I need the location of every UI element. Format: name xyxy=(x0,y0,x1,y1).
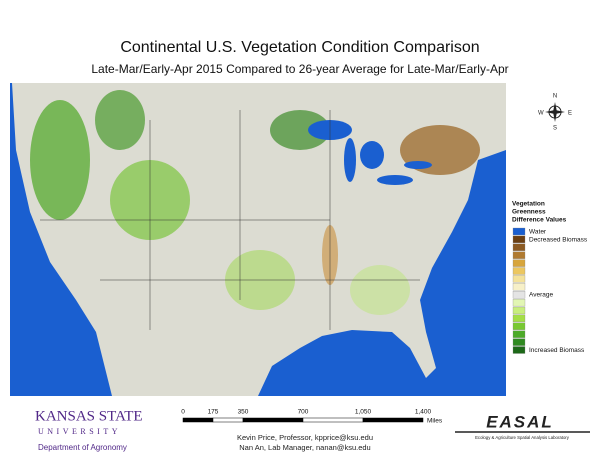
map xyxy=(10,83,506,396)
scale-segment xyxy=(242,417,304,423)
credit: Nan An, Lab Manager, nanan@ksu.edu xyxy=(239,443,370,452)
scale-label: 700 xyxy=(298,409,309,416)
easal-name: EASAL xyxy=(486,412,554,431)
legend-label: Decreased Biomass xyxy=(529,236,588,243)
compass: N S E W xyxy=(538,94,572,132)
legend-swatch xyxy=(512,283,526,291)
legend-swatch xyxy=(512,306,526,315)
scale-segment xyxy=(362,417,424,423)
legend-swatch xyxy=(512,298,526,307)
legend-swatch xyxy=(512,322,526,330)
logo-university: UNIVERSITY xyxy=(38,427,121,436)
legend-title: Greenness xyxy=(512,209,546,216)
legend-swatch xyxy=(512,275,526,283)
compass-east: E xyxy=(568,111,572,117)
legend-swatch xyxy=(512,267,526,275)
scale-segment xyxy=(302,417,364,423)
legend-title: Difference Values xyxy=(512,217,567,224)
compass-north: N xyxy=(553,94,557,100)
logo: KANSAS STATE UNIVERSITY Department of Ag… xyxy=(35,408,143,452)
scale-segment xyxy=(182,417,214,423)
legend-label: Average xyxy=(529,292,553,299)
legend-swatch xyxy=(512,243,526,251)
scale-label: 350 xyxy=(238,409,249,416)
legend-swatch xyxy=(512,338,526,346)
legend-label: Water xyxy=(529,229,547,236)
compass-west: W xyxy=(538,111,544,117)
legend-swatch xyxy=(512,227,526,236)
title: Continental U.S. Vegetation Condition Co… xyxy=(120,39,479,56)
legend-title: Vegetation xyxy=(512,201,545,208)
legend-swatch xyxy=(512,346,526,354)
scale-label: 1,050 xyxy=(355,409,372,416)
scale-unit: Miles xyxy=(427,418,443,425)
logo-name: KANSAS STATE xyxy=(35,408,143,424)
scale-bar: 0 175 350 700 1,050 1,400 Miles xyxy=(181,409,443,425)
compass-south: S xyxy=(553,126,557,132)
legend-label: Increased Biomass xyxy=(529,347,585,354)
legend-swatch xyxy=(512,291,526,299)
subtitle: Late-Mar/Early-Apr 2015 Compared to 26-y… xyxy=(91,62,508,76)
scale-label: 0 xyxy=(181,409,185,416)
logo-department: Department of Agronomy xyxy=(38,443,127,452)
legend-swatch xyxy=(512,330,526,338)
scale-label: 175 xyxy=(208,409,219,416)
easal-subtitle: Ecology & Agriculture Spatial Analysis L… xyxy=(475,435,570,440)
credit: Kevin Price, Professor, kpprice@ksu.edu xyxy=(237,433,373,442)
scale-segment xyxy=(212,417,244,423)
legend-swatch xyxy=(512,251,526,259)
scale-label: 1,400 xyxy=(415,409,432,416)
legend-swatch xyxy=(512,259,526,267)
easal-logo: EASAL Ecology & Agriculture Spatial Anal… xyxy=(455,412,590,440)
legend-swatch xyxy=(512,314,526,323)
legend-swatch xyxy=(512,235,526,244)
